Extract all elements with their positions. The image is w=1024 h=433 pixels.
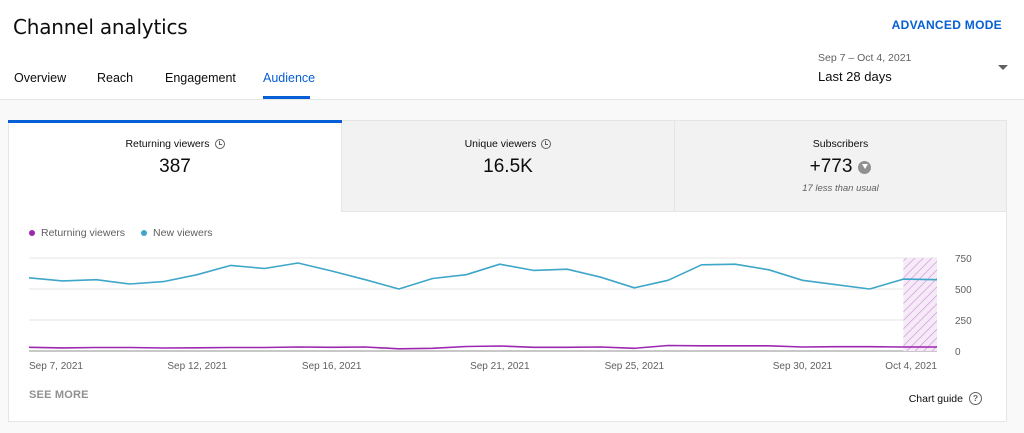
clock-icon[interactable]	[541, 139, 552, 149]
x-tick-label: Sep 12, 2021	[167, 361, 227, 372]
active-tab-indicator	[263, 96, 310, 99]
y-tick-label: 500	[955, 285, 972, 296]
legend-dot	[141, 230, 148, 236]
page-title: Channel analytics	[13, 15, 188, 39]
y-tick-label: 0	[955, 347, 961, 358]
see-more-button[interactable]: SEE MORE	[29, 389, 89, 401]
page-header: Channel analytics ADVANCED MODE Overview…	[0, 0, 1024, 100]
x-tick-label: Sep 16, 2021	[302, 361, 362, 372]
date-range-selector[interactable]: Sep 7 – Oct 4, 2021 Last 28 days	[818, 52, 1008, 92]
arrow-down-circle-icon	[858, 160, 872, 174]
x-tick-label: Sep 7, 2021	[29, 361, 83, 372]
y-tick-label: 750	[955, 254, 972, 265]
date-range-dates: Sep 7 – Oct 4, 2021	[818, 52, 912, 64]
series-line-returning-viewers	[28, 344, 937, 350]
legend-dot	[29, 230, 35, 236]
date-range-label: Last 28 days	[818, 69, 892, 84]
tab-engagement[interactable]: Engagement	[165, 71, 236, 85]
metric-tab-unique-viewers[interactable]: Unique viewers 16.5K	[342, 121, 675, 212]
x-tick-label: Sep 30, 2021	[773, 361, 833, 372]
metric-value: 387	[159, 156, 191, 177]
tab-reach[interactable]: Reach	[97, 71, 134, 85]
legend-item-returning: Returning viewers	[29, 227, 125, 239]
chart-guide-button[interactable]: Chart guide ?	[909, 392, 982, 405]
advanced-mode-button[interactable]: ADVANCED MODE	[891, 18, 1002, 32]
metric-tab-returning-viewers[interactable]: Returning viewers 387	[8, 120, 342, 212]
series-line-new-viewers	[28, 262, 938, 290]
chart-guide-label: Chart guide	[908, 392, 963, 405]
metric-value: 16.5K	[483, 156, 533, 177]
metric-tab-subscribers[interactable]: Subscribers +773 17 less than usual	[675, 121, 1006, 212]
legend-item-new: New viewers	[141, 227, 213, 239]
line-chart[interactable]: 0 250 500 750 Sep 7, 2021 Sep 12, 2021 Sep 16,…	[9, 247, 1006, 379]
x-tick-label: Oct 4, 2021	[885, 361, 937, 372]
legend-label: New viewers	[153, 227, 213, 239]
analytics-card: Returning viewers 387 Unique viewers 16.…	[8, 120, 1007, 422]
x-tick-label: Sep 21, 2021	[470, 361, 530, 372]
clock-icon[interactable]	[214, 139, 225, 149]
partial-period-highlight	[903, 258, 937, 351]
metric-label: Subscribers	[812, 138, 869, 150]
caret-down-icon	[998, 65, 1008, 70]
metric-note: 17 less than usual	[802, 183, 879, 194]
x-tick-label: Sep 25, 2021	[605, 361, 665, 372]
metric-label: Unique viewers	[464, 138, 537, 150]
tab-audience[interactable]: Audience	[263, 71, 316, 85]
metric-label: Returning viewers	[125, 138, 210, 150]
legend-label: Returning viewers	[41, 227, 126, 239]
help-icon: ?	[969, 392, 982, 405]
metric-value: +773	[809, 156, 853, 177]
y-tick-label: 250	[955, 316, 972, 327]
chart-legend: Returning viewers New viewers	[29, 227, 213, 239]
tab-overview[interactable]: Overview	[14, 71, 67, 85]
